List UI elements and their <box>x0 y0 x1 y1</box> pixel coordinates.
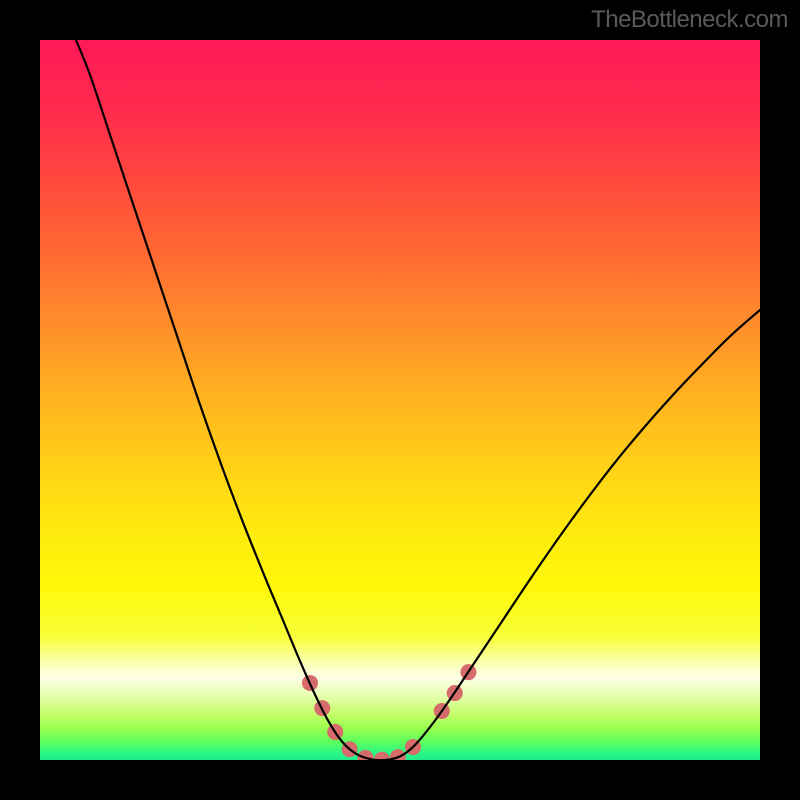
chart-container: TheBottleneck.com <box>0 0 800 800</box>
plot-area <box>40 40 760 760</box>
watermark-text: TheBottleneck.com <box>591 6 788 34</box>
plot-background <box>40 40 760 760</box>
bottleneck-chart <box>40 40 760 760</box>
